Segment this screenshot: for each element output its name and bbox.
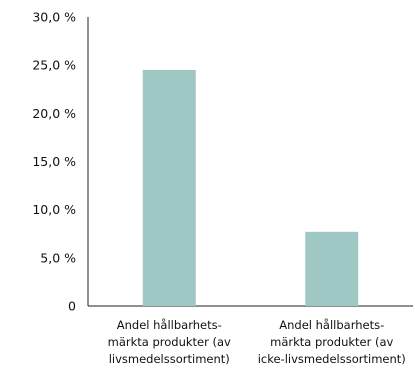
x-axis-category-labels: Andel hållbarhets-märkta produkter (av li… bbox=[108, 318, 406, 366]
y-tick-label: 25,0 % bbox=[32, 58, 76, 73]
y-axis-ticks: 0 5,0 % 10,0 % 15,0 % 20,0 % 25,0 % 30,0 % bbox=[32, 10, 76, 314]
x-category-label: Andel hållbarhets-märkta produkter (av ic… bbox=[258, 318, 406, 366]
y-tick-label: 20,0 % bbox=[32, 106, 76, 121]
bars bbox=[142, 69, 359, 306]
bar bbox=[142, 69, 196, 306]
bar bbox=[305, 231, 359, 306]
y-tick-label: 5,0 % bbox=[40, 250, 76, 265]
y-tick-label: 10,0 % bbox=[32, 202, 76, 217]
y-tick-label: 15,0 % bbox=[32, 154, 76, 169]
y-tick-label: 0 bbox=[68, 299, 76, 314]
y-tick-label: 30,0 % bbox=[32, 10, 76, 25]
x-category-label: Andel hållbarhets-märkta produkter (av li… bbox=[108, 318, 231, 366]
